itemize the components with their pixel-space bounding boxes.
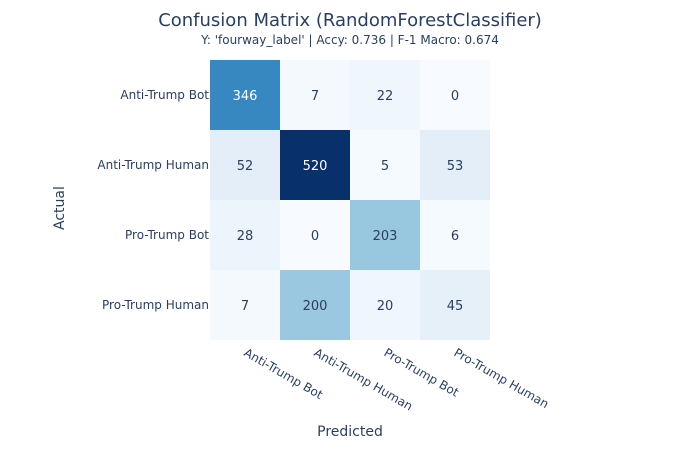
y-tick-label: Pro-Trump Bot [125, 228, 209, 242]
cell-value-label: 52 [237, 159, 254, 174]
cell-value-label: 53 [447, 159, 464, 174]
y-tick-label: Pro-Trump Human [102, 298, 209, 312]
heatmap-cell [210, 60, 280, 130]
heatmap-cell [420, 200, 490, 270]
cell-value-label: 203 [373, 229, 398, 244]
heatmap-cell [350, 200, 420, 270]
cell-value-label: 22 [377, 89, 394, 104]
heatmap-cells: 346 7 22 0 52 520 5 53 28 0 203 6 7 200 20 45 [210, 60, 490, 340]
y-tick-label: Anti-Trump Bot [120, 88, 209, 102]
x-tick-label: Pro-Trump Human [452, 345, 552, 411]
cell-value-label: 20 [377, 299, 394, 314]
chart-title: Confusion Matrix (RandomForestClassifier… [158, 10, 542, 31]
heatmap-cell [210, 270, 280, 340]
heatmap-cell [420, 60, 490, 130]
heatmap-cell [420, 130, 490, 200]
y-tick-labels: Anti-Trump Bot Anti-Trump Human Pro-Trump … [97, 88, 209, 312]
heatmap-cell [350, 130, 420, 200]
heatmap-cell [210, 130, 280, 200]
heatmap-cell [350, 270, 420, 340]
cell-value-label: 200 [303, 299, 328, 314]
cell-value-label: 6 [451, 229, 459, 244]
heatmap-cell [280, 60, 350, 130]
heatmap-cell [280, 130, 350, 200]
y-tick-label: Anti-Trump Human [97, 158, 209, 172]
heatmap-cell [210, 200, 280, 270]
cell-value-label: 0 [451, 89, 459, 104]
cell-value-label: 7 [311, 89, 319, 104]
y-axis-title: Actual [52, 186, 68, 230]
heatmap-cell [280, 200, 350, 270]
cell-value-label: 28 [237, 229, 254, 244]
heatmap-cell [350, 60, 420, 130]
cell-value-label: 5 [381, 159, 389, 174]
cell-value-label: 7 [241, 299, 249, 314]
heatmap-cell [280, 270, 350, 340]
heatmap-cell [420, 270, 490, 340]
cell-value-label: 0 [311, 229, 319, 244]
chart-subtitle: Y: 'fourway_label' | Accy: 0.736 | F-1 M… [201, 33, 499, 47]
cell-value-label: 45 [447, 299, 464, 314]
cell-value-label: 520 [303, 159, 328, 174]
cell-value-label: 346 [233, 89, 258, 104]
x-axis-title: Predicted [317, 424, 383, 440]
